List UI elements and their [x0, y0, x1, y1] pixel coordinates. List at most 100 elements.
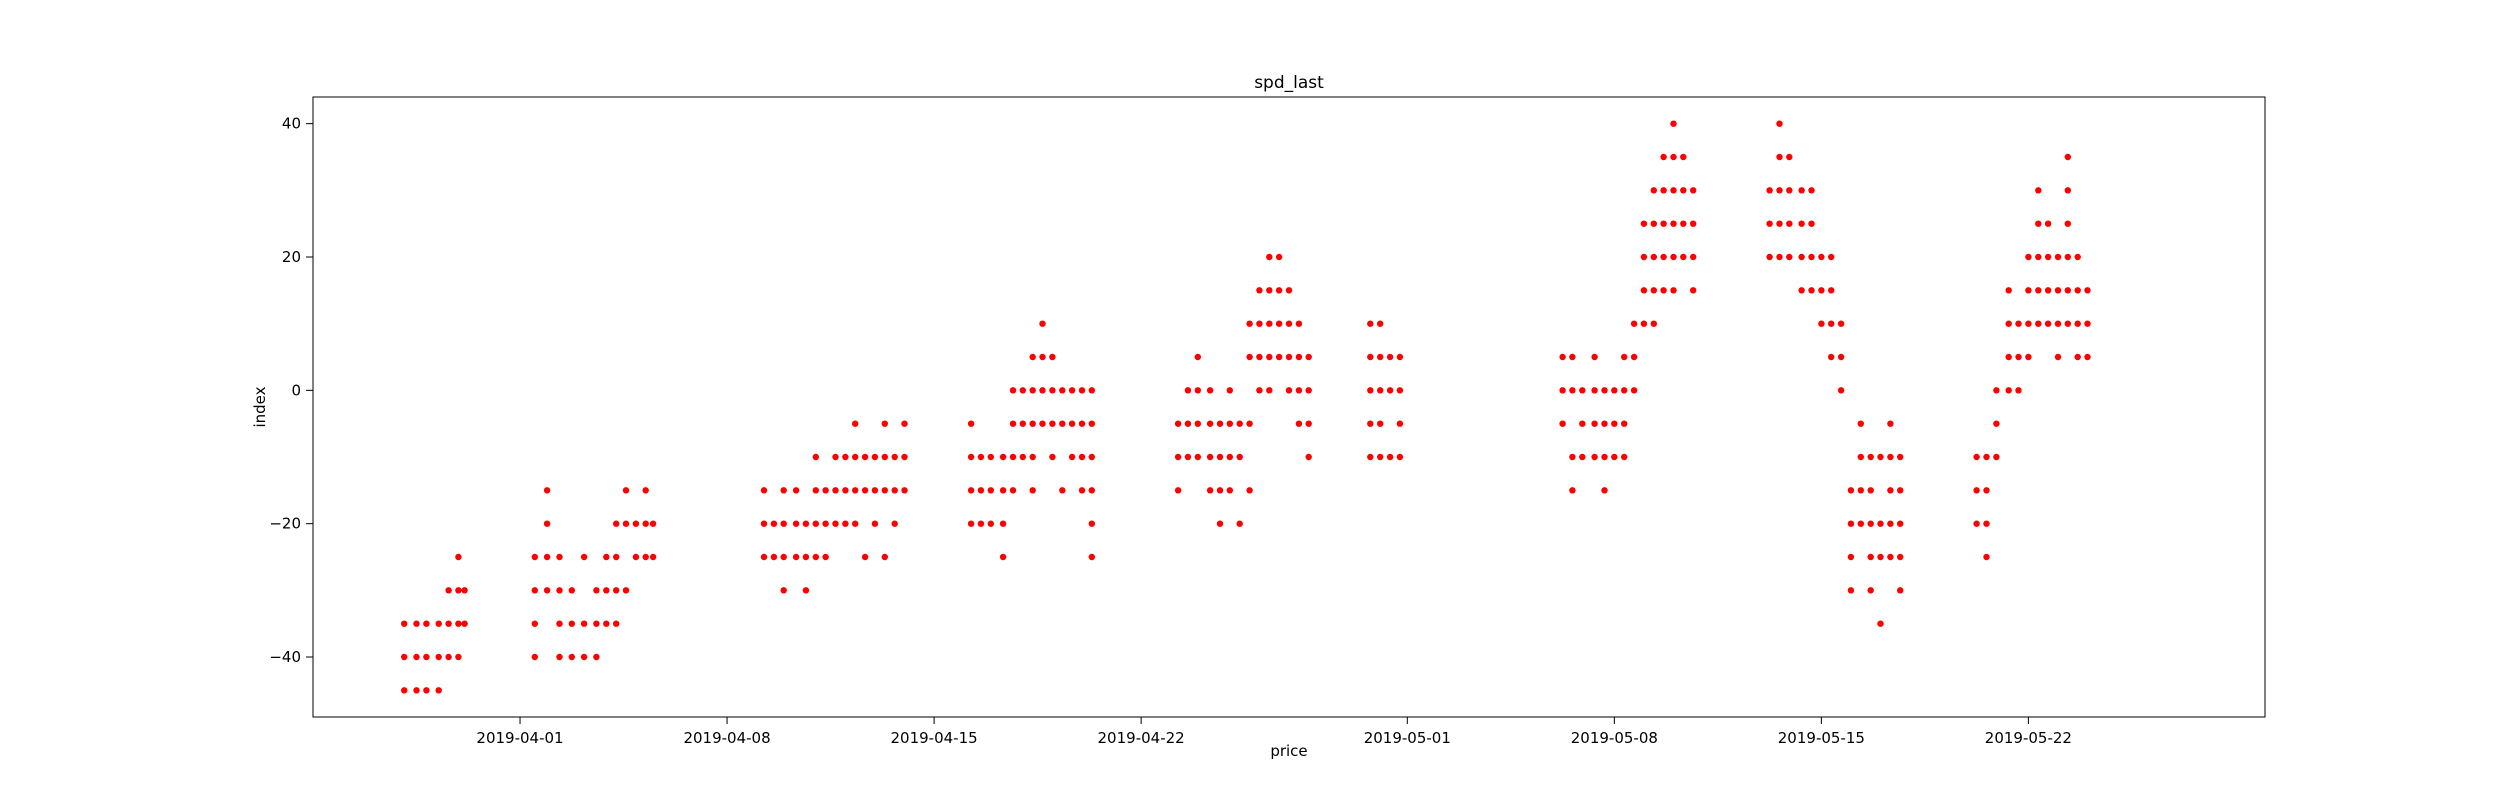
data-point — [1857, 420, 1865, 427]
data-point — [1386, 387, 1394, 394]
data-point — [861, 487, 869, 494]
data-point — [842, 487, 849, 494]
data-point — [1078, 420, 1086, 427]
data-point — [632, 520, 640, 527]
data-point — [1650, 220, 1658, 227]
data-point — [881, 487, 888, 494]
data-point — [1019, 387, 1026, 394]
data-point — [1194, 420, 1202, 427]
data-point — [531, 553, 538, 561]
data-point — [622, 520, 630, 527]
data-point — [1275, 253, 1283, 261]
data-point — [822, 520, 829, 527]
data-point — [1174, 420, 1182, 427]
data-point — [531, 620, 538, 627]
data-point — [1973, 487, 1980, 494]
data-point — [1983, 487, 1990, 494]
data-point — [2074, 320, 2081, 327]
data-point — [1275, 320, 1283, 327]
data-point — [1798, 187, 1805, 194]
x-tick-label: 2019-05-22 — [1985, 729, 2072, 747]
data-point — [1601, 387, 1608, 394]
y-tick-label: 0 — [291, 381, 301, 399]
data-point — [812, 553, 819, 561]
data-point — [1285, 387, 1293, 394]
data-point — [987, 453, 994, 461]
data-point — [1194, 453, 1202, 461]
data-point — [1611, 420, 1618, 427]
data-point — [2025, 320, 2032, 327]
data-point — [792, 520, 800, 527]
data-point — [1828, 253, 1835, 261]
data-point — [543, 520, 551, 527]
data-point — [1640, 253, 1648, 261]
data-point — [2084, 320, 2091, 327]
data-point — [1808, 187, 1815, 194]
data-point — [999, 553, 1007, 561]
data-point — [1367, 453, 1374, 461]
data-point — [1396, 387, 1404, 394]
data-point — [1808, 287, 1815, 294]
data-point — [977, 487, 985, 494]
data-point — [1660, 220, 1667, 227]
data-point — [1983, 553, 1990, 561]
data-point — [2005, 353, 2012, 361]
data-point — [1877, 453, 1884, 461]
data-point — [1377, 320, 1384, 327]
data-point — [642, 520, 649, 527]
data-point — [1206, 387, 1214, 394]
data-point — [413, 620, 420, 627]
data-point — [999, 453, 1007, 461]
data-point — [593, 587, 600, 594]
x-tick-label: 2019-04-01 — [476, 729, 563, 747]
data-point — [2084, 287, 2091, 294]
data-point — [1088, 487, 1096, 494]
data-point — [1256, 353, 1263, 361]
data-point — [1630, 387, 1638, 394]
data-point — [1887, 553, 1894, 561]
data-point — [445, 587, 452, 594]
x-tick-label: 2019-05-08 — [1571, 729, 1658, 747]
data-point — [780, 487, 787, 494]
data-point — [812, 453, 819, 461]
data-point — [1184, 453, 1192, 461]
data-point — [852, 487, 859, 494]
data-point — [455, 653, 462, 661]
data-point — [802, 587, 810, 594]
data-point — [461, 620, 468, 627]
data-point — [632, 553, 640, 561]
data-point — [1305, 453, 1312, 461]
data-point — [2084, 353, 2091, 361]
data-point — [802, 520, 810, 527]
data-point — [1059, 387, 1066, 394]
data-point — [1670, 187, 1677, 194]
data-point — [1266, 320, 1273, 327]
data-point — [1285, 320, 1293, 327]
data-point — [1246, 487, 1253, 494]
data-point — [1630, 353, 1638, 361]
data-point — [1049, 387, 1056, 394]
data-point — [832, 453, 839, 461]
data-point — [531, 653, 538, 661]
data-point — [1766, 220, 1773, 227]
data-point — [622, 487, 630, 494]
data-point — [1377, 420, 1384, 427]
data-point — [1569, 387, 1576, 394]
data-point — [852, 520, 859, 527]
data-point — [1039, 420, 1046, 427]
data-point — [891, 453, 898, 461]
data-point — [413, 687, 420, 694]
data-point — [1690, 187, 1697, 194]
data-point — [2044, 320, 2052, 327]
data-point — [1559, 420, 1566, 427]
data-point — [2005, 387, 2012, 394]
x-axis-label: price — [1270, 742, 1307, 760]
data-point — [568, 587, 575, 594]
data-point — [2015, 387, 2022, 394]
data-point — [1246, 420, 1253, 427]
data-point — [1847, 553, 1855, 561]
data-point — [1786, 253, 1793, 261]
data-point — [1897, 487, 1904, 494]
data-point — [1275, 287, 1283, 294]
data-point — [1246, 320, 1253, 327]
